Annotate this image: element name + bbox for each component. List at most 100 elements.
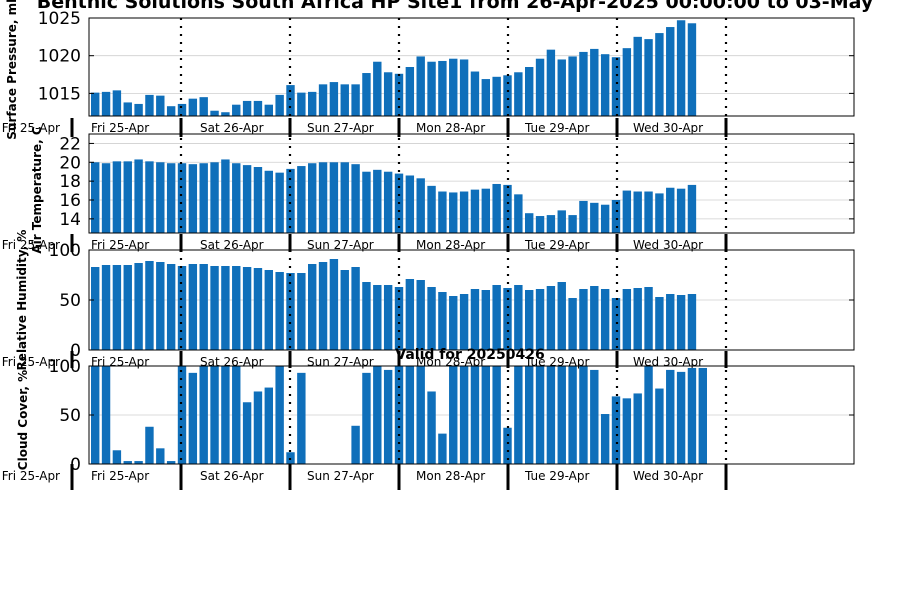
plot-frame [88, 17, 855, 117]
bar [514, 366, 523, 464]
bar [438, 60, 447, 116]
bar [145, 94, 154, 116]
x-day-label: Sun 27-Apr [307, 238, 374, 252]
bar [145, 161, 154, 233]
bar [600, 289, 610, 350]
bar [275, 272, 284, 350]
x-day-label: Wed 30-Apr [633, 238, 703, 252]
x-edge-label: Fri 25-Apr [2, 238, 60, 252]
bar [492, 76, 501, 116]
bar [449, 58, 458, 116]
bar [579, 366, 588, 464]
bar [470, 189, 480, 233]
bar [221, 266, 230, 350]
bar [438, 433, 447, 464]
bar [188, 264, 198, 350]
bar [242, 267, 252, 350]
bar [590, 369, 599, 464]
bar [676, 188, 686, 233]
bar [405, 279, 415, 350]
bar [112, 90, 122, 116]
bar [394, 287, 404, 350]
x-day-label: Fri 25-Apr [91, 121, 149, 135]
x-day-label: Tue 29-Apr [524, 469, 589, 483]
bar [318, 84, 328, 116]
bar [416, 280, 425, 350]
x-day-label: Wed 30-Apr [633, 121, 703, 135]
bar [557, 282, 566, 350]
bar [253, 100, 263, 116]
bar [383, 72, 393, 116]
bar [286, 85, 295, 116]
bar [470, 289, 480, 350]
bar [318, 162, 328, 233]
bar [568, 366, 577, 464]
bar [481, 79, 490, 116]
bar [373, 61, 382, 116]
x-day-label: Fri 25-Apr [91, 355, 149, 369]
bar [503, 427, 512, 464]
y-axis-title: Relative Humidity, % [15, 230, 29, 371]
bar [427, 185, 436, 233]
bar [383, 285, 393, 350]
bar [622, 48, 632, 116]
plot-frame [88, 133, 855, 234]
y-tick-label: 14 [59, 210, 81, 230]
bar [329, 259, 339, 350]
y-axis-title: Air Temperature, C [30, 126, 44, 254]
bar [210, 266, 219, 350]
bar [177, 163, 187, 233]
bar [221, 366, 230, 464]
bar [546, 49, 556, 116]
bar [242, 100, 252, 116]
y-tick-label: 1020 [38, 47, 81, 67]
bar [470, 366, 480, 464]
bar [416, 178, 425, 233]
bar [134, 461, 143, 464]
bar [221, 159, 230, 233]
x-day-label: Sun 27-Apr [307, 469, 374, 483]
bar [232, 163, 241, 233]
bar [611, 396, 621, 464]
bar [297, 273, 306, 350]
bar [655, 297, 664, 350]
bar [264, 270, 273, 350]
bar [633, 288, 642, 350]
bar [362, 73, 371, 116]
bar [232, 366, 241, 464]
bar [655, 33, 664, 117]
bar [590, 202, 599, 233]
x-day-label: Sun 27-Apr [307, 121, 374, 135]
bar [145, 261, 154, 350]
x-edge-label: Fri 25-Apr [2, 355, 60, 369]
bar [470, 71, 480, 116]
bar [308, 91, 317, 116]
bar [297, 92, 306, 116]
bar [622, 190, 632, 233]
bar [579, 51, 588, 116]
bar [633, 36, 642, 116]
bar [286, 168, 295, 233]
x-day-label: Wed 30-Apr [633, 469, 703, 483]
bar [123, 461, 132, 464]
bar [525, 67, 534, 116]
bar [373, 366, 382, 464]
y-tick-label: 16 [59, 191, 81, 211]
bar [156, 262, 165, 350]
bar [633, 393, 642, 464]
bar [156, 448, 165, 464]
bar [438, 191, 447, 233]
bar [459, 294, 469, 350]
bar [199, 264, 208, 350]
bar [275, 366, 284, 464]
bar [611, 200, 621, 233]
bar [188, 372, 198, 464]
bar [568, 56, 577, 116]
bar [449, 366, 458, 464]
x-edge-label: Fri 25-Apr [2, 121, 60, 135]
bar [351, 84, 360, 116]
bar [481, 188, 490, 233]
bar [449, 192, 458, 233]
bar [568, 215, 577, 233]
bar [557, 59, 566, 116]
